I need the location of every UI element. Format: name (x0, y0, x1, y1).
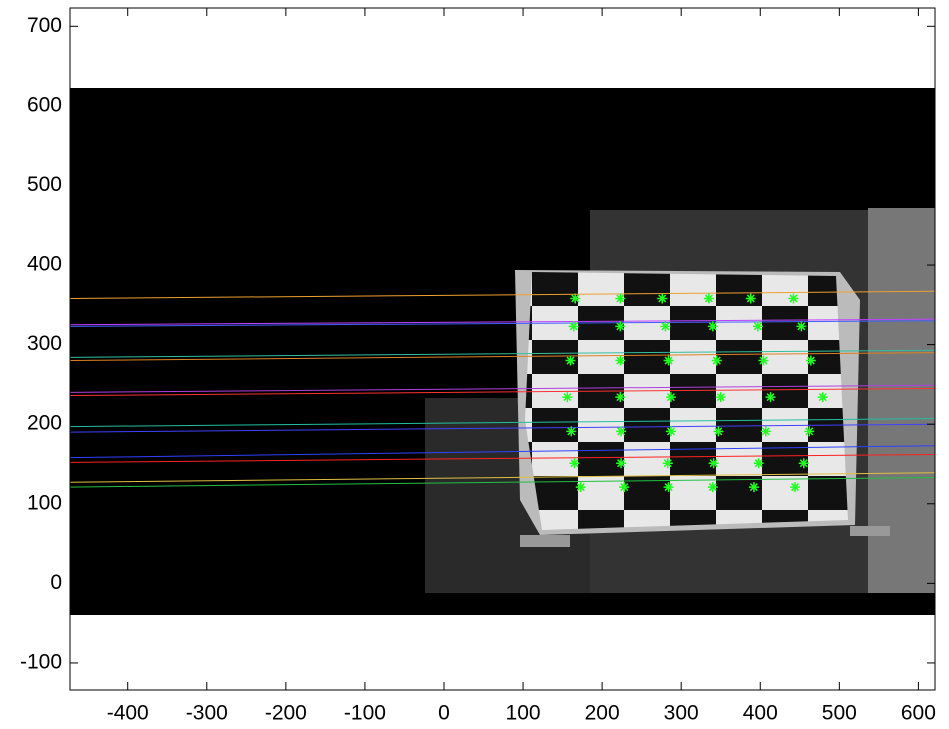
corner-marker (715, 392, 726, 403)
y-tick-label: 700 (27, 14, 62, 37)
corner-marker (753, 458, 764, 469)
x-tick-label: 400 (743, 702, 778, 725)
corner-marker (752, 321, 763, 332)
epipolar-line (70, 320, 935, 327)
corner-marker (765, 392, 776, 403)
corner-marker (713, 426, 724, 437)
y-tick-label: 500 (27, 173, 62, 196)
epipolar-line (70, 453, 935, 463)
axes-box (69, 7, 936, 691)
corner-marker (657, 293, 668, 304)
corner-marker (562, 392, 573, 403)
y-tick-label: 600 (27, 93, 62, 116)
epipolar-line (70, 477, 935, 488)
corner-marker (615, 321, 626, 332)
epipolar-line (70, 290, 935, 299)
epipolar-line (70, 352, 935, 362)
corner-marker (796, 321, 807, 332)
corner-marker (804, 426, 815, 437)
epipolar-line (70, 387, 935, 397)
x-tick-label: -200 (265, 702, 307, 725)
y-tick-label: 0 (50, 571, 62, 594)
y-tick-label: 100 (27, 491, 62, 514)
corner-marker (575, 482, 586, 493)
x-tick-label: 300 (664, 702, 699, 725)
x-tick-label: 0 (438, 702, 450, 725)
corner-marker (798, 458, 809, 469)
corner-marker (569, 458, 580, 469)
corner-marker (663, 355, 674, 366)
x-tick-label: 200 (585, 702, 620, 725)
corner-marker (565, 355, 576, 366)
x-tick-label: -100 (344, 702, 386, 725)
corner-marker (616, 426, 627, 437)
corner-marker (615, 293, 626, 304)
corner-marker (758, 355, 769, 366)
y-tick-label: 400 (27, 253, 62, 276)
corner-marker (566, 426, 577, 437)
corner-marker (703, 293, 714, 304)
corner-marker (568, 321, 579, 332)
epipolar-line (70, 384, 935, 393)
corner-marker (790, 482, 801, 493)
corner-marker (665, 392, 676, 403)
corner-marker (707, 482, 718, 493)
corner-marker (788, 293, 799, 304)
x-tick-label: 600 (901, 702, 936, 725)
corner-marker (707, 321, 718, 332)
corner-marker (663, 482, 674, 493)
corner-marker (570, 293, 581, 304)
corner-marker (805, 355, 816, 366)
y-tick-label: -100 (20, 650, 62, 673)
corner-marker (748, 482, 759, 493)
corner-marker (708, 458, 719, 469)
epipolar-line (70, 318, 935, 326)
corner-marker (665, 426, 676, 437)
x-tick-label: 500 (822, 702, 857, 725)
corner-marker (711, 355, 722, 366)
corner-marker (662, 458, 673, 469)
epipolar-line (70, 472, 935, 483)
corner-marker (760, 426, 771, 437)
x-tick-label: -300 (186, 702, 228, 725)
corner-marker (616, 458, 627, 469)
y-tick-label: 200 (27, 412, 62, 435)
corner-marker (619, 482, 630, 493)
corner-marker (817, 392, 828, 403)
x-tick-label: 100 (506, 702, 541, 725)
corner-marker (615, 392, 626, 403)
epipolar-line (70, 445, 935, 459)
epipolar-line (70, 423, 935, 433)
axes: -400 -300 -200 -100 0 100 200 300 400 500 600 -100 0… (20, 8, 936, 725)
epipolar-lines (70, 290, 935, 488)
corner-marker (660, 321, 671, 332)
epipolar-line (70, 349, 935, 358)
y-tick-label: 300 (27, 332, 62, 355)
corner-markers (562, 293, 828, 493)
epipolar-line (70, 418, 935, 428)
x-tick-label: -400 (107, 702, 149, 725)
corner-marker (615, 355, 626, 366)
corner-marker (745, 293, 756, 304)
